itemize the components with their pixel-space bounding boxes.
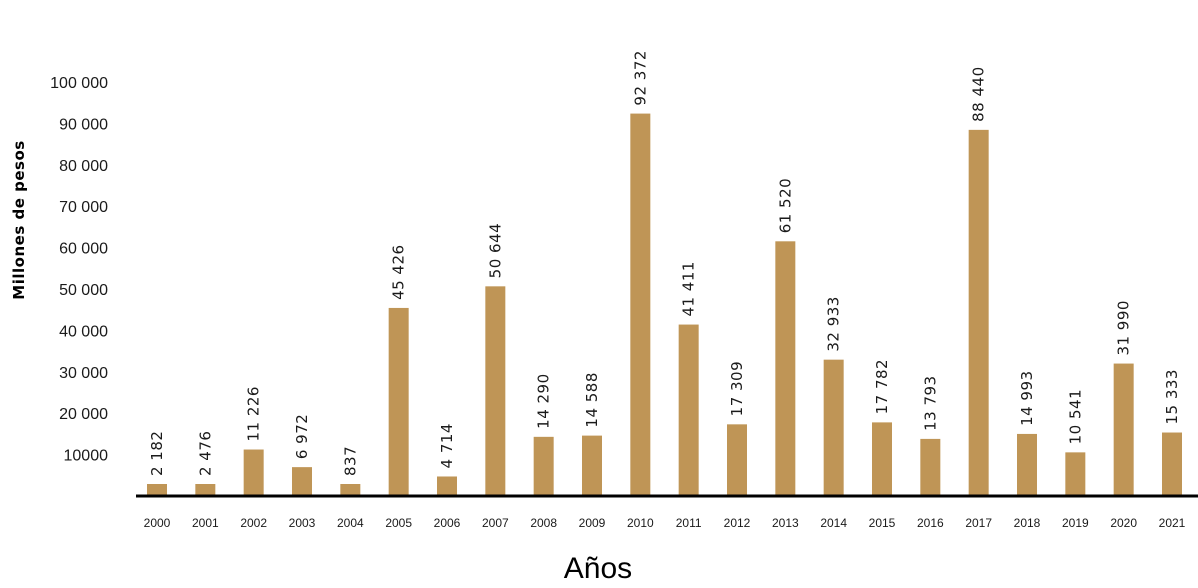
bar (775, 241, 796, 496)
bar (195, 484, 216, 496)
y-tick-label: 20 000 (59, 406, 108, 423)
bar-value-label: 14 993 (1018, 370, 1036, 426)
bar (968, 129, 989, 496)
x-tick-label: 2000 (144, 516, 171, 530)
bar (388, 307, 409, 496)
x-axis-title: Años (564, 552, 632, 585)
bar (292, 467, 312, 496)
x-axis-ticks: 2000 2001 2002 2003 2004 2005 2006 2007 2008 2009… (144, 516, 1186, 530)
bar (823, 359, 844, 496)
x-tick-label: 2003 (289, 516, 316, 530)
bar-value-label: 17 309 (728, 361, 746, 417)
bar (147, 484, 167, 496)
y-tick-label: 10000 (64, 448, 109, 465)
bar-value-label: 31 990 (1115, 300, 1133, 356)
x-tick-label: 2008 (530, 516, 557, 530)
bar-value-label: 837 (341, 446, 359, 476)
bar-value-label: 11 226 (245, 386, 263, 442)
x-tick-label: 2015 (869, 516, 896, 530)
bar-value-label: 14 290 (535, 373, 553, 429)
x-tick-label: 2006 (434, 516, 461, 530)
bar-value-label: 61 520 (776, 178, 794, 234)
x-tick-label: 2005 (385, 516, 412, 530)
y-tick-label: 90 000 (59, 116, 108, 133)
bar-value-label: 13 793 (921, 375, 939, 431)
bar (1113, 363, 1134, 496)
y-tick-label: 30 000 (59, 365, 108, 382)
x-tick-label: 2001 (192, 516, 219, 530)
bar (340, 484, 361, 496)
bar (1017, 433, 1037, 496)
bar-value-label: 88 440 (970, 66, 988, 122)
x-tick-label: 2004 (337, 516, 364, 530)
x-tick-label: 2021 (1159, 516, 1186, 530)
x-tick-label: 2010 (627, 516, 654, 530)
x-tick-label: 2013 (772, 516, 799, 530)
bar (1065, 452, 1086, 496)
y-tick-label: 50 000 (59, 282, 108, 299)
y-tick-label: 100 000 (50, 75, 108, 92)
bar-value-label: 45 426 (390, 244, 408, 300)
x-tick-label: 2002 (240, 516, 267, 530)
bar-value-label: 14 588 (583, 372, 601, 428)
y-axis-ticks: 10000 20 000 30 000 40 000 50 000 60 000 70 00… (50, 75, 108, 465)
y-tick-label: 60 000 (59, 241, 108, 258)
x-tick-label: 2007 (482, 516, 509, 530)
bar (485, 286, 506, 496)
bar (920, 438, 941, 496)
bar-value-label: 10 541 (1066, 389, 1084, 445)
x-tick-label: 2018 (1014, 516, 1041, 530)
data-labels: 2 182 2 476 11 226 6 972 837 45 426 4 714 50 64… (148, 50, 1181, 476)
bar-value-label: 32 933 (825, 296, 843, 352)
bar-value-label: 2 182 (148, 431, 166, 476)
bar-value-label: 41 411 (680, 261, 698, 317)
bar (630, 113, 651, 496)
x-tick-label: 2012 (724, 516, 751, 530)
x-tick-label: 2016 (917, 516, 944, 530)
bar-value-label: 6 972 (293, 414, 311, 459)
bar (582, 435, 602, 496)
x-tick-label: 2014 (820, 516, 847, 530)
x-tick-label: 2009 (579, 516, 606, 530)
y-axis-title: Millones de pesos (10, 140, 28, 299)
bar (1162, 432, 1182, 496)
bar (437, 476, 457, 496)
bar-value-label: 50 644 (486, 223, 504, 279)
y-tick-label: 40 000 (59, 323, 108, 340)
bar (533, 436, 554, 496)
x-tick-label: 2017 (965, 516, 992, 530)
x-tick-label: 2020 (1110, 516, 1137, 530)
bar (678, 324, 699, 496)
bar-value-label: 4 714 (438, 423, 456, 468)
x-tick-label: 2019 (1062, 516, 1089, 530)
bar (727, 424, 747, 496)
bar-value-label: 2 476 (196, 431, 214, 476)
bar (243, 449, 264, 496)
x-tick-label: 2011 (676, 516, 702, 530)
bar (872, 422, 892, 496)
bar-value-label: 92 372 (631, 50, 649, 106)
bar-value-label: 15 333 (1163, 369, 1181, 425)
bar-value-label: 17 782 (873, 359, 891, 415)
bars (147, 113, 1182, 496)
y-tick-label: 80 000 (59, 158, 108, 175)
y-tick-label: 70 000 (59, 199, 108, 216)
